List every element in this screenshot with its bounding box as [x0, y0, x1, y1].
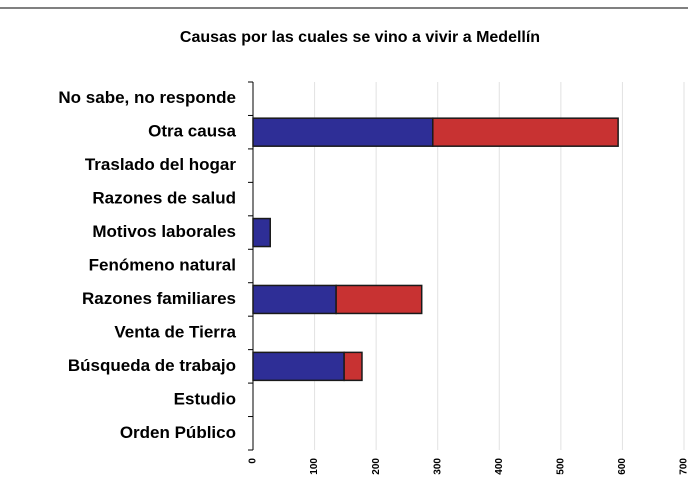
y-tick-label: Fenómeno natural: [89, 255, 236, 274]
x-tick-label: 0: [248, 458, 259, 464]
x-tick-label: 400: [494, 458, 505, 475]
y-tick-label: Otra causa: [148, 122, 236, 141]
chart-title: Causas por las cuales se vino a vivir a …: [180, 29, 540, 46]
bar: [252, 117, 434, 147]
bar: [252, 284, 337, 315]
x-tick-label: 700: [679, 458, 688, 475]
x-tick-label: 600: [617, 458, 628, 475]
x-tick-label: 300: [432, 458, 443, 475]
x-tick-label: 200: [371, 458, 382, 475]
bar: [343, 351, 363, 382]
y-tick-label: Búsqueda de trabajo: [68, 356, 236, 375]
y-tick-label: Motivos laborales: [92, 222, 236, 241]
bar: [335, 284, 423, 315]
bar: [252, 217, 271, 248]
bar: [252, 351, 345, 382]
x-tick-label: 100: [309, 458, 320, 475]
y-tick-label: Estudio: [174, 389, 236, 408]
x-tick-label: 500: [555, 458, 566, 475]
y-tick-label: Razones familiares: [82, 289, 236, 308]
bar: [432, 117, 619, 147]
y-tick-label: Venta de Tierra: [114, 322, 236, 341]
y-tick-label: Traslado del hogar: [85, 155, 237, 174]
y-tick-label: Razones de salud: [92, 189, 236, 208]
y-tick-label: No sabe, no responde: [58, 88, 236, 107]
y-tick-label: Orden Público: [120, 423, 236, 442]
